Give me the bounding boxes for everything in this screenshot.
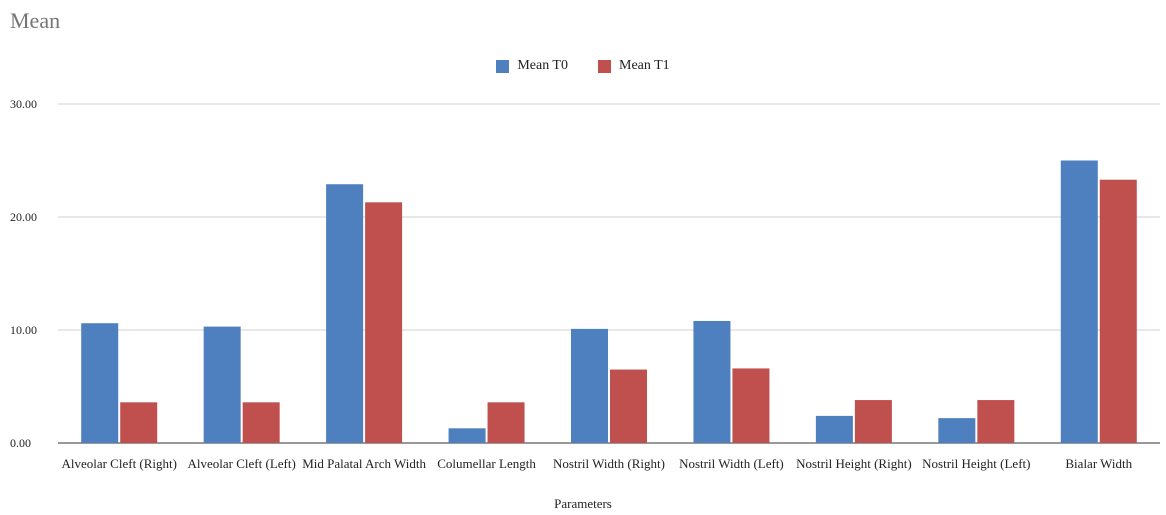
bar-mean-t1	[610, 369, 647, 443]
bar-mean-t0	[81, 323, 119, 443]
x-tick-label: Nostril Width (Right)	[553, 456, 665, 471]
legend: Mean T0 Mean T1	[0, 58, 1166, 74]
x-tick-label: Mid Palatal Arch Width	[302, 456, 426, 471]
x-tick-label: Nostril Height (Left)	[922, 456, 1030, 471]
bar-mean-t0	[1060, 160, 1098, 443]
bar-mean-t1	[732, 368, 770, 443]
legend-item-mean-t1[interactable]: Mean T1	[598, 58, 670, 74]
bar-mean-t1	[487, 402, 525, 443]
x-tick-label: Alveolar Cleft (Left)	[188, 456, 296, 471]
bar-mean-t1	[854, 400, 892, 443]
bar-mean-t0	[448, 428, 486, 443]
bar-mean-t1	[120, 402, 158, 443]
bar-mean-t0	[571, 328, 608, 443]
legend-label-mean-t1: Mean T1	[619, 58, 670, 73]
x-tick-label: Bialar Width	[1065, 456, 1132, 471]
chart-title: Mean	[10, 8, 61, 33]
x-axis-label: Parameters	[554, 496, 612, 511]
y-tick-label: 20.00	[10, 210, 37, 224]
x-tick-label: Nostril Width (Left)	[679, 456, 784, 471]
bar-mean-t0	[203, 326, 241, 443]
legend-swatch-mean-t1	[598, 59, 611, 73]
y-tick-label: 10.00	[10, 323, 37, 337]
x-tick-label: Alveolar Cleft (Right)	[61, 456, 177, 471]
bar-mean-t0	[326, 184, 364, 444]
legend-swatch-mean-t0	[496, 59, 510, 73]
bar-mean-t1	[1099, 179, 1137, 443]
legend-item-mean-t0[interactable]: Mean T0	[496, 58, 568, 74]
bar-mean-t1	[977, 400, 1015, 443]
legend-label-mean-t0: Mean T0	[517, 58, 568, 73]
x-tick-label: Nostril Height (Right)	[796, 456, 912, 471]
bar-mean-t0	[815, 415, 853, 443]
x-tick-label: Columellar Length	[437, 456, 536, 471]
bar-mean-t1	[365, 202, 403, 443]
bar-mean-t0	[693, 320, 731, 443]
y-tick-label: 30.00	[10, 97, 37, 111]
y-tick-label: 0.00	[10, 436, 31, 450]
bar-mean-t1	[242, 402, 280, 443]
bar-mean-t0	[938, 418, 976, 443]
